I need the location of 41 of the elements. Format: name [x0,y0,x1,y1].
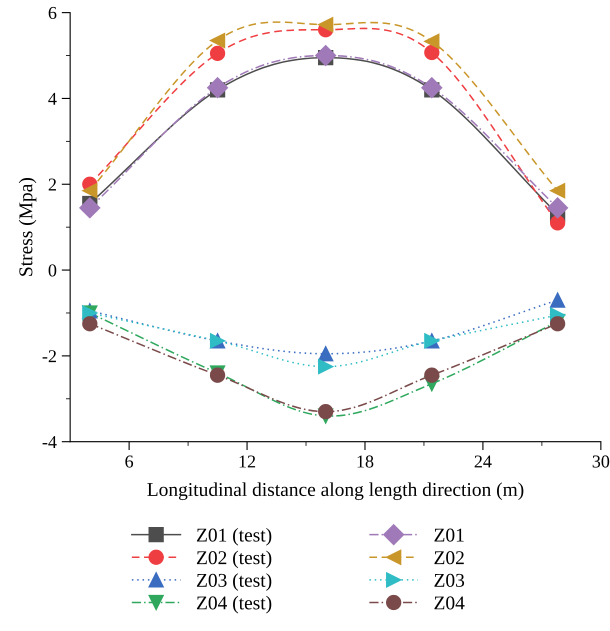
x-tick-label: 24 [474,455,492,468]
legend-label: Z03 [434,574,464,587]
x-tick-label: 6 [125,455,134,468]
point [421,77,442,98]
point [550,183,566,198]
point [82,316,98,332]
legend-label: Z03 (test) [196,573,272,591]
legend-label: Z04 (test) [196,596,272,614]
y-tick-label: 0 [48,264,56,277]
legend-label: Z01 [434,528,464,542]
y-tick-label: 6 [48,6,56,20]
point [424,34,440,50]
y-tick-label: -4 [42,436,57,448]
point [550,292,566,308]
y-axis-title: Stress (Mpa) [18,178,36,276]
x-axis-title: Longitudinal distance along length direction (m) [147,482,524,500]
point [318,346,334,362]
point [82,183,98,198]
point [318,16,334,32]
point [550,316,566,332]
point [318,358,334,374]
y-tick-label: 4 [48,92,57,105]
point [210,46,226,62]
point [315,45,336,66]
point [207,77,228,98]
point [547,197,568,218]
x-tick-label: 12 [240,455,256,468]
y-tick-label: -2 [42,350,56,362]
legend-label: Z02 [434,551,464,564]
x-tick-label: 30 [592,455,610,468]
point [424,368,440,383]
point [210,32,226,48]
point [79,197,100,218]
point [550,215,566,231]
legend-label: Z02 (test) [196,550,272,568]
legend-label: Z01 (test) [196,528,272,546]
legend-label: Z04 [434,596,465,610]
point [424,44,440,60]
point [318,404,334,420]
x-tick-label: 18 [358,455,374,468]
y-tick-label: 2 [48,178,56,191]
